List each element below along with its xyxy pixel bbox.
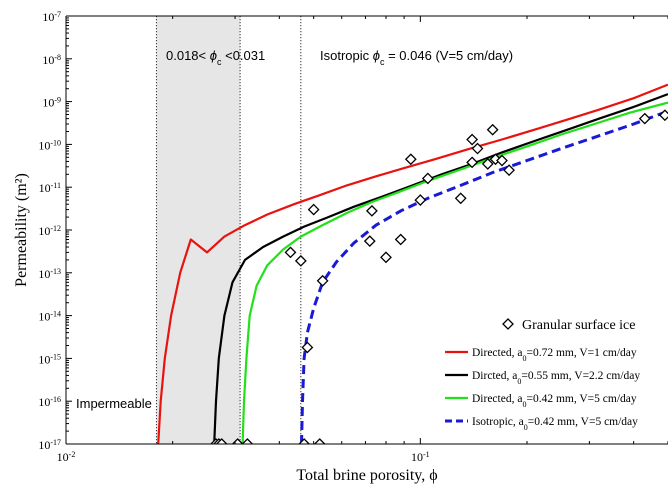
scatter-point: [471, 142, 484, 155]
scatter-point: [294, 254, 307, 267]
scatter-point: [241, 438, 254, 444]
scatter-point: [496, 154, 508, 167]
legend-marker-scatter: [502, 318, 514, 330]
band-annotation: 0.018< ϕc <0.031: [166, 48, 265, 67]
series-line-3: [300, 109, 668, 444]
legend-label-1: Dircted, a0=0.55 mm, V=2.2 cm/day: [472, 370, 640, 386]
x-axis-label: Total brine porosity, ϕ: [296, 467, 437, 484]
critical-porosity-band: [156, 16, 241, 444]
scatter-point: [298, 438, 311, 444]
scatter-point: [316, 274, 329, 287]
y-tick-label: 10-7: [42, 10, 61, 25]
x-tick-label: 10-1: [411, 450, 430, 465]
x-tick-label: 10-2: [57, 450, 76, 465]
isotropic-annotation: Isotropic ϕc = 0.046 (V=5 cm/day): [320, 48, 513, 67]
critical-porosity-lines: [155, 16, 302, 444]
scatter-point: [414, 194, 427, 207]
axes: [65, 15, 668, 445]
scatter-point: [421, 172, 434, 185]
y-tick-label: 10-12: [38, 224, 61, 239]
scatter-point: [365, 204, 378, 217]
scatter-point: [313, 438, 326, 444]
scatter-point: [489, 153, 502, 166]
scatter-point: [363, 235, 376, 248]
y-tick-label: 10-16: [38, 395, 61, 410]
scatter-point: [301, 341, 314, 354]
legend-label-0: Directed, a0=0.72 mm, V=1 cm/day: [472, 347, 637, 363]
scatter-point: [658, 109, 668, 122]
y-axis-label: Permeability (m²): [13, 173, 30, 287]
series-line-1: [213, 93, 668, 444]
y-tick-label: 10-14: [38, 309, 61, 324]
scatter-point: [486, 123, 499, 136]
tick-labels: 10-2 10-1 10-17 10-16 10-15 10-14 10-13 10-12 10…: [38, 10, 429, 465]
y-tick-label: 10-9: [42, 95, 61, 110]
legend-label-2: Directed, a0=0.42 mm, V=5 cm/day: [472, 393, 637, 409]
y-tick-label: 10-8: [42, 52, 61, 67]
scatter-point: [215, 438, 228, 444]
scatter-point: [481, 157, 494, 170]
y-tick-label: 10-17: [38, 438, 61, 453]
series-line-0: [157, 83, 668, 444]
scatter-point: [394, 233, 407, 246]
y-tick-label: 10-11: [39, 181, 61, 196]
impermeable-annotation: Impermeable: [76, 396, 152, 411]
y-tick-label: 10-15: [38, 352, 61, 367]
y-tick-label: 10-10: [38, 138, 61, 153]
scatter-point: [466, 156, 479, 169]
granular-ice-points: [210, 109, 668, 444]
y-tick-label: 10-13: [38, 266, 61, 281]
legend-label-scatter: Granular surface ice: [522, 318, 635, 333]
series-line-2: [241, 101, 668, 444]
model-curves: [157, 83, 668, 444]
scatter-point: [284, 246, 297, 259]
scatter-point: [466, 133, 479, 146]
scatter-point: [404, 153, 417, 166]
scatter-point: [380, 251, 392, 264]
shaded-band-rect: [156, 16, 241, 444]
scatter-point: [638, 112, 651, 125]
scatter-point: [307, 203, 320, 216]
legend-label-3: Isotropic, a0=0.42 mm, V=5 cm/day: [472, 416, 638, 432]
legend: Granular surface ice Directed, a0=0.72 mm…: [445, 318, 640, 432]
scatter-point: [454, 192, 467, 205]
scatter-point: [503, 164, 515, 177]
